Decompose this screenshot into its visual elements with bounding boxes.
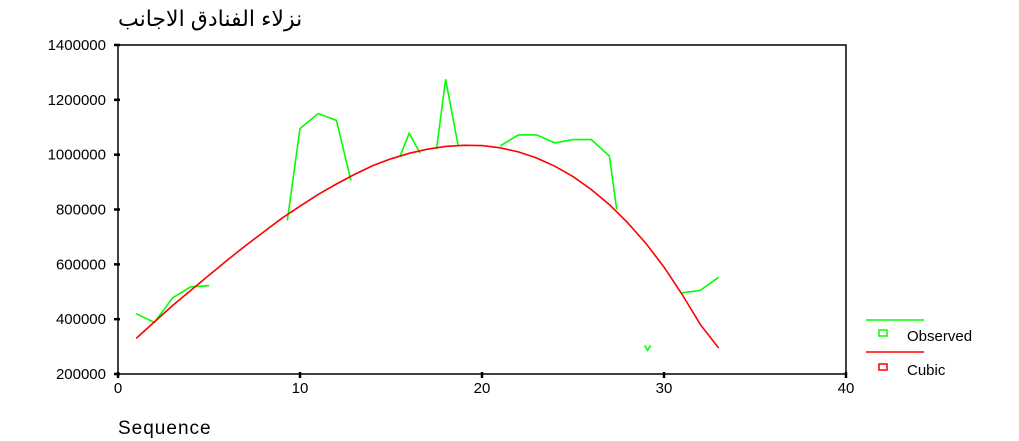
observed-line-segment (435, 79, 460, 150)
y-tick-label: 800000 (56, 202, 106, 219)
observed-line-segment (399, 131, 421, 157)
cubic-legend-label: Cubic (907, 362, 946, 379)
y-tick-label: 600000 (56, 256, 106, 273)
x-tick-label: 40 (838, 380, 855, 397)
plot-area-frame (117, 44, 847, 375)
x-tick-label: 0 (114, 380, 122, 397)
observed-line-segment (286, 112, 352, 221)
cubic-fit-line (135, 144, 720, 349)
y-tick-label: 400000 (56, 311, 106, 328)
observed-legend-label: Observed (907, 328, 972, 345)
y-tick-label: 1400000 (48, 37, 106, 54)
y-tick-label: 200000 (56, 366, 106, 383)
x-axis-label: Sequence (118, 418, 212, 439)
observed-line-segment (682, 276, 720, 294)
observed-legend-marker (878, 329, 888, 337)
observed-point (643, 344, 652, 352)
x-tick-label: 10 (292, 380, 309, 397)
observed-line-segment (499, 134, 618, 210)
x-tick-label: 20 (474, 380, 491, 397)
cubic-legend-marker (878, 363, 888, 371)
y-tick-label: 1000000 (48, 147, 106, 164)
observed-line-segment (135, 284, 210, 324)
chart-title: نزلاء الفنادق الاجانب (118, 6, 303, 31)
y-tick-label: 1200000 (48, 92, 106, 109)
x-tick-label: 30 (656, 380, 673, 397)
